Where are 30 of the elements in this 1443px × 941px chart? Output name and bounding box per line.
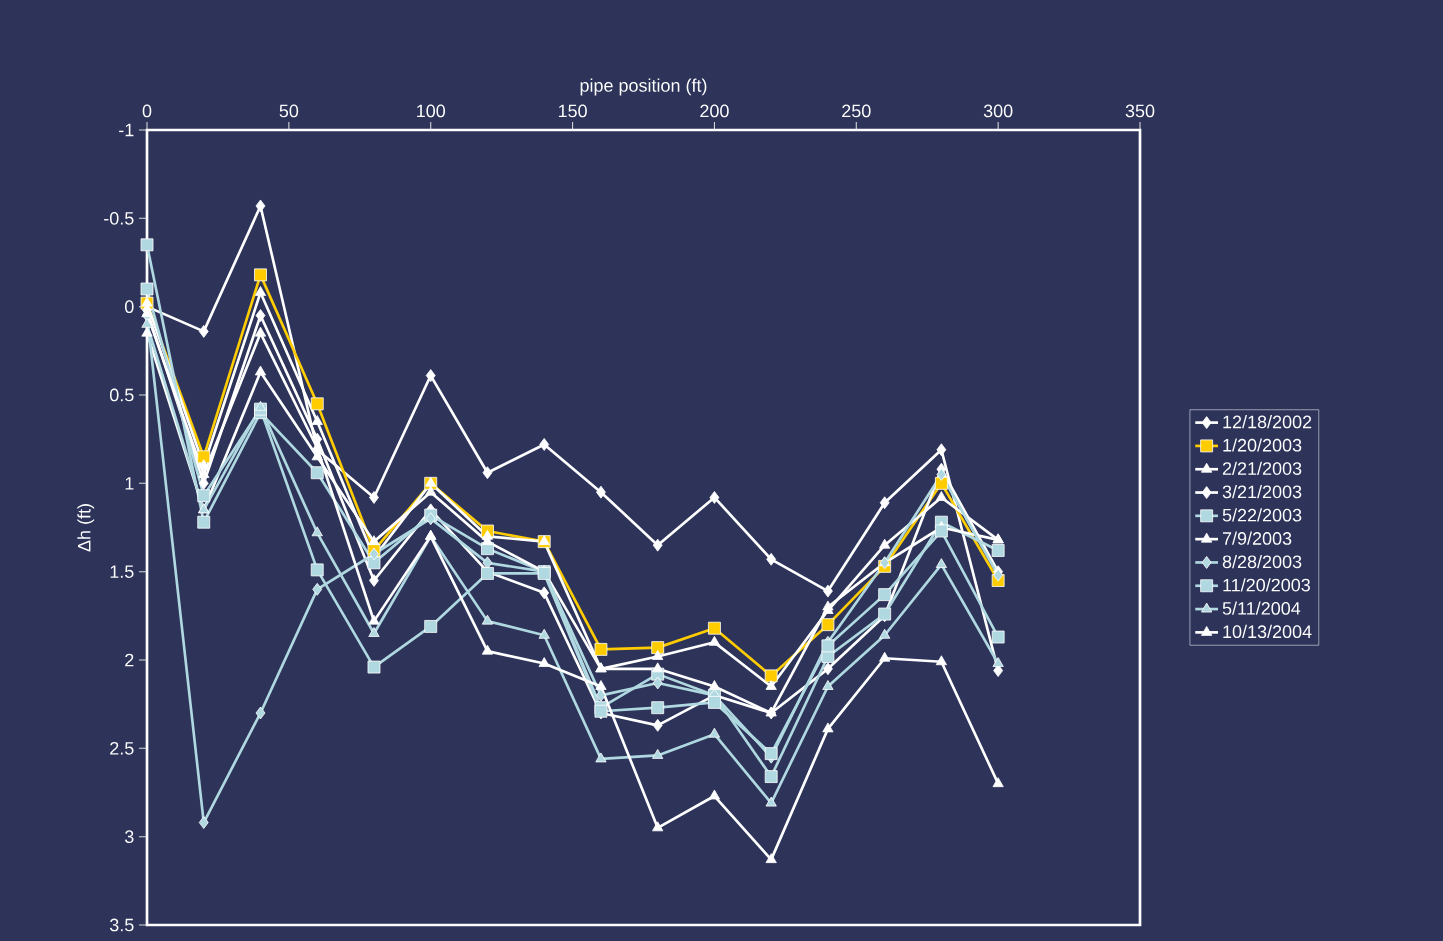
x-tick-label: 300 bbox=[983, 104, 1013, 118]
x-tick-label: 0 bbox=[142, 104, 152, 118]
y-tick-label: 2.5 bbox=[110, 741, 134, 755]
y-tick-label: 1.5 bbox=[110, 565, 134, 578]
legend-label: 11/20/2003 bbox=[1223, 578, 1310, 592]
legend-label: 7/9/2003 bbox=[1222, 531, 1292, 545]
x-tick-label: 250 bbox=[842, 104, 871, 118]
legend-label: 3/21/2003 bbox=[1222, 485, 1302, 499]
y-tick-label: 0.5 bbox=[109, 388, 134, 402]
x-tick-label: 150 bbox=[558, 104, 587, 118]
x-tick-label: 200 bbox=[700, 104, 729, 118]
legend-label: 12/18/2002 bbox=[1223, 415, 1312, 429]
legend-label: 1/20/2003 bbox=[1223, 438, 1302, 452]
y-tick-label: 0 bbox=[124, 300, 134, 314]
y-tick-label: -0.5 bbox=[104, 211, 134, 225]
legend-label: 2/21/2003 bbox=[1222, 461, 1302, 475]
y-tick-label: 3 bbox=[124, 830, 134, 844]
y-tick-label: 3.5 bbox=[109, 918, 134, 932]
y-axis-title: Δh (ft) bbox=[77, 504, 95, 552]
legend-label: 10/13/2004 bbox=[1223, 624, 1312, 639]
x-axis-title: pipe position (ft) bbox=[580, 78, 707, 96]
x-tick-label: 50 bbox=[279, 104, 299, 118]
y-tick-label: 2 bbox=[125, 653, 134, 667]
y-tick-label: -1 bbox=[119, 123, 134, 137]
x-tick-label: 100 bbox=[417, 104, 446, 118]
y-tick-label: 1 bbox=[125, 477, 134, 490]
legend-label: 8/28/2003 bbox=[1222, 554, 1302, 569]
x-tick-label: 350 bbox=[1125, 104, 1155, 118]
legend-label: 5/11/2004 bbox=[1222, 601, 1301, 615]
legend-label: 5/22/2003 bbox=[1222, 508, 1302, 522]
